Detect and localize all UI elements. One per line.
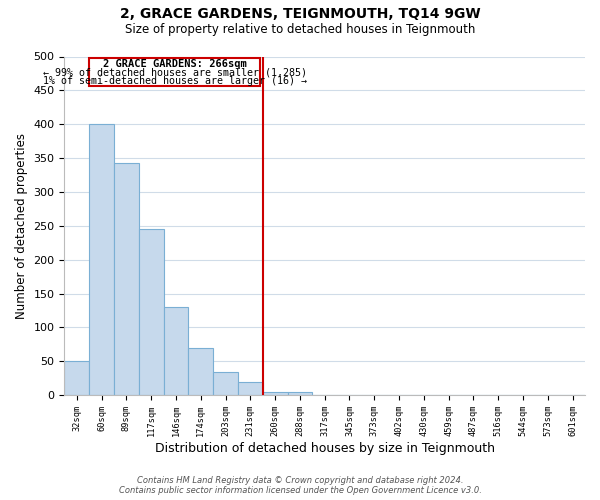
- Bar: [89, 58, 260, 86]
- Text: Contains HM Land Registry data © Crown copyright and database right 2024.
Contai: Contains HM Land Registry data © Crown c…: [119, 476, 481, 495]
- Text: 2 GRACE GARDENS: 266sqm: 2 GRACE GARDENS: 266sqm: [103, 58, 247, 68]
- X-axis label: Distribution of detached houses by size in Teignmouth: Distribution of detached houses by size …: [155, 442, 495, 455]
- Bar: [560, 394, 585, 395]
- Text: 2, GRACE GARDENS, TEIGNMOUTH, TQ14 9GW: 2, GRACE GARDENS, TEIGNMOUTH, TQ14 9GW: [119, 8, 481, 22]
- Text: 1% of semi-detached houses are larger (16) →: 1% of semi-detached houses are larger (1…: [43, 76, 307, 86]
- Text: ← 99% of detached houses are smaller (1,285): ← 99% of detached houses are smaller (1,…: [43, 67, 307, 77]
- Bar: [188, 348, 213, 395]
- Text: Size of property relative to detached houses in Teignmouth: Size of property relative to detached ho…: [125, 22, 475, 36]
- Bar: [313, 394, 337, 395]
- Bar: [164, 307, 188, 395]
- Bar: [139, 229, 164, 395]
- Bar: [263, 392, 287, 395]
- Bar: [114, 163, 139, 395]
- Bar: [213, 372, 238, 395]
- Bar: [64, 362, 89, 395]
- Bar: [238, 382, 263, 395]
- Bar: [436, 394, 461, 395]
- Bar: [89, 124, 114, 395]
- Bar: [287, 392, 313, 395]
- Y-axis label: Number of detached properties: Number of detached properties: [15, 133, 28, 319]
